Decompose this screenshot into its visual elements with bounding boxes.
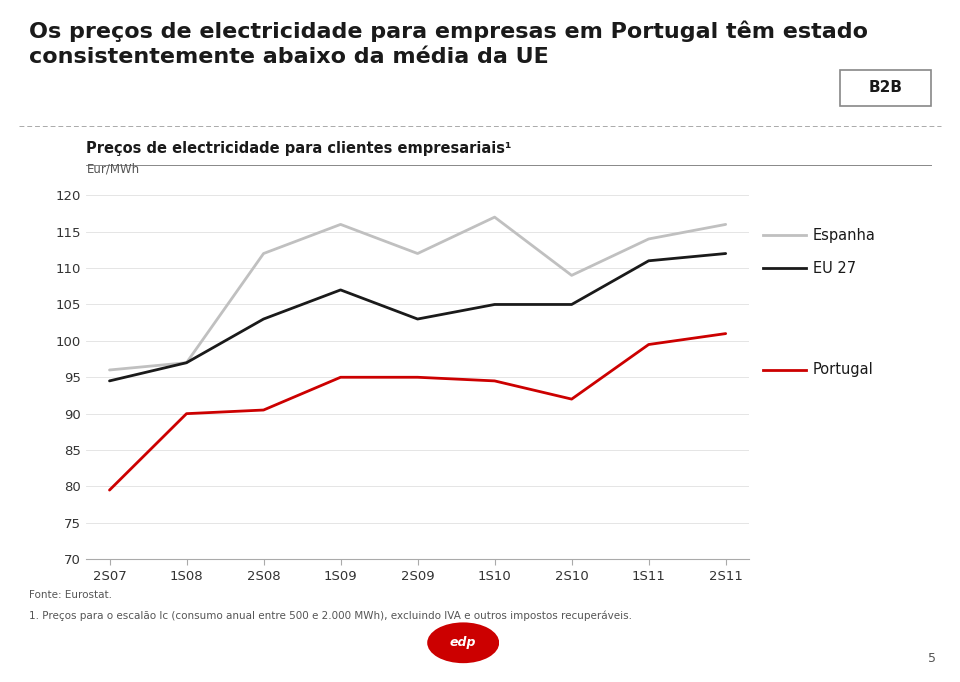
Text: Espanha: Espanha xyxy=(813,228,876,243)
Text: Fonte: Eurostat.: Fonte: Eurostat. xyxy=(29,590,111,600)
Text: Portugal: Portugal xyxy=(813,363,874,377)
Text: B2B: B2B xyxy=(869,80,902,95)
Ellipse shape xyxy=(427,623,499,663)
Text: 5: 5 xyxy=(928,652,936,665)
Text: EU 27: EU 27 xyxy=(813,261,856,276)
Text: edp: edp xyxy=(450,636,476,649)
Text: Eur/MWh: Eur/MWh xyxy=(86,162,139,175)
Text: Os preços de electricidade para empresas em Portugal têm estado
consistentemente: Os preços de electricidade para empresas… xyxy=(29,20,868,67)
Text: Preços de electricidade para clientes empresariais¹: Preços de electricidade para clientes em… xyxy=(86,141,512,156)
Text: 1. Preços para o escalão Ic (consumo anual entre 500 e 2.000 MWh), excluindo IVA: 1. Preços para o escalão Ic (consumo anu… xyxy=(29,610,632,621)
